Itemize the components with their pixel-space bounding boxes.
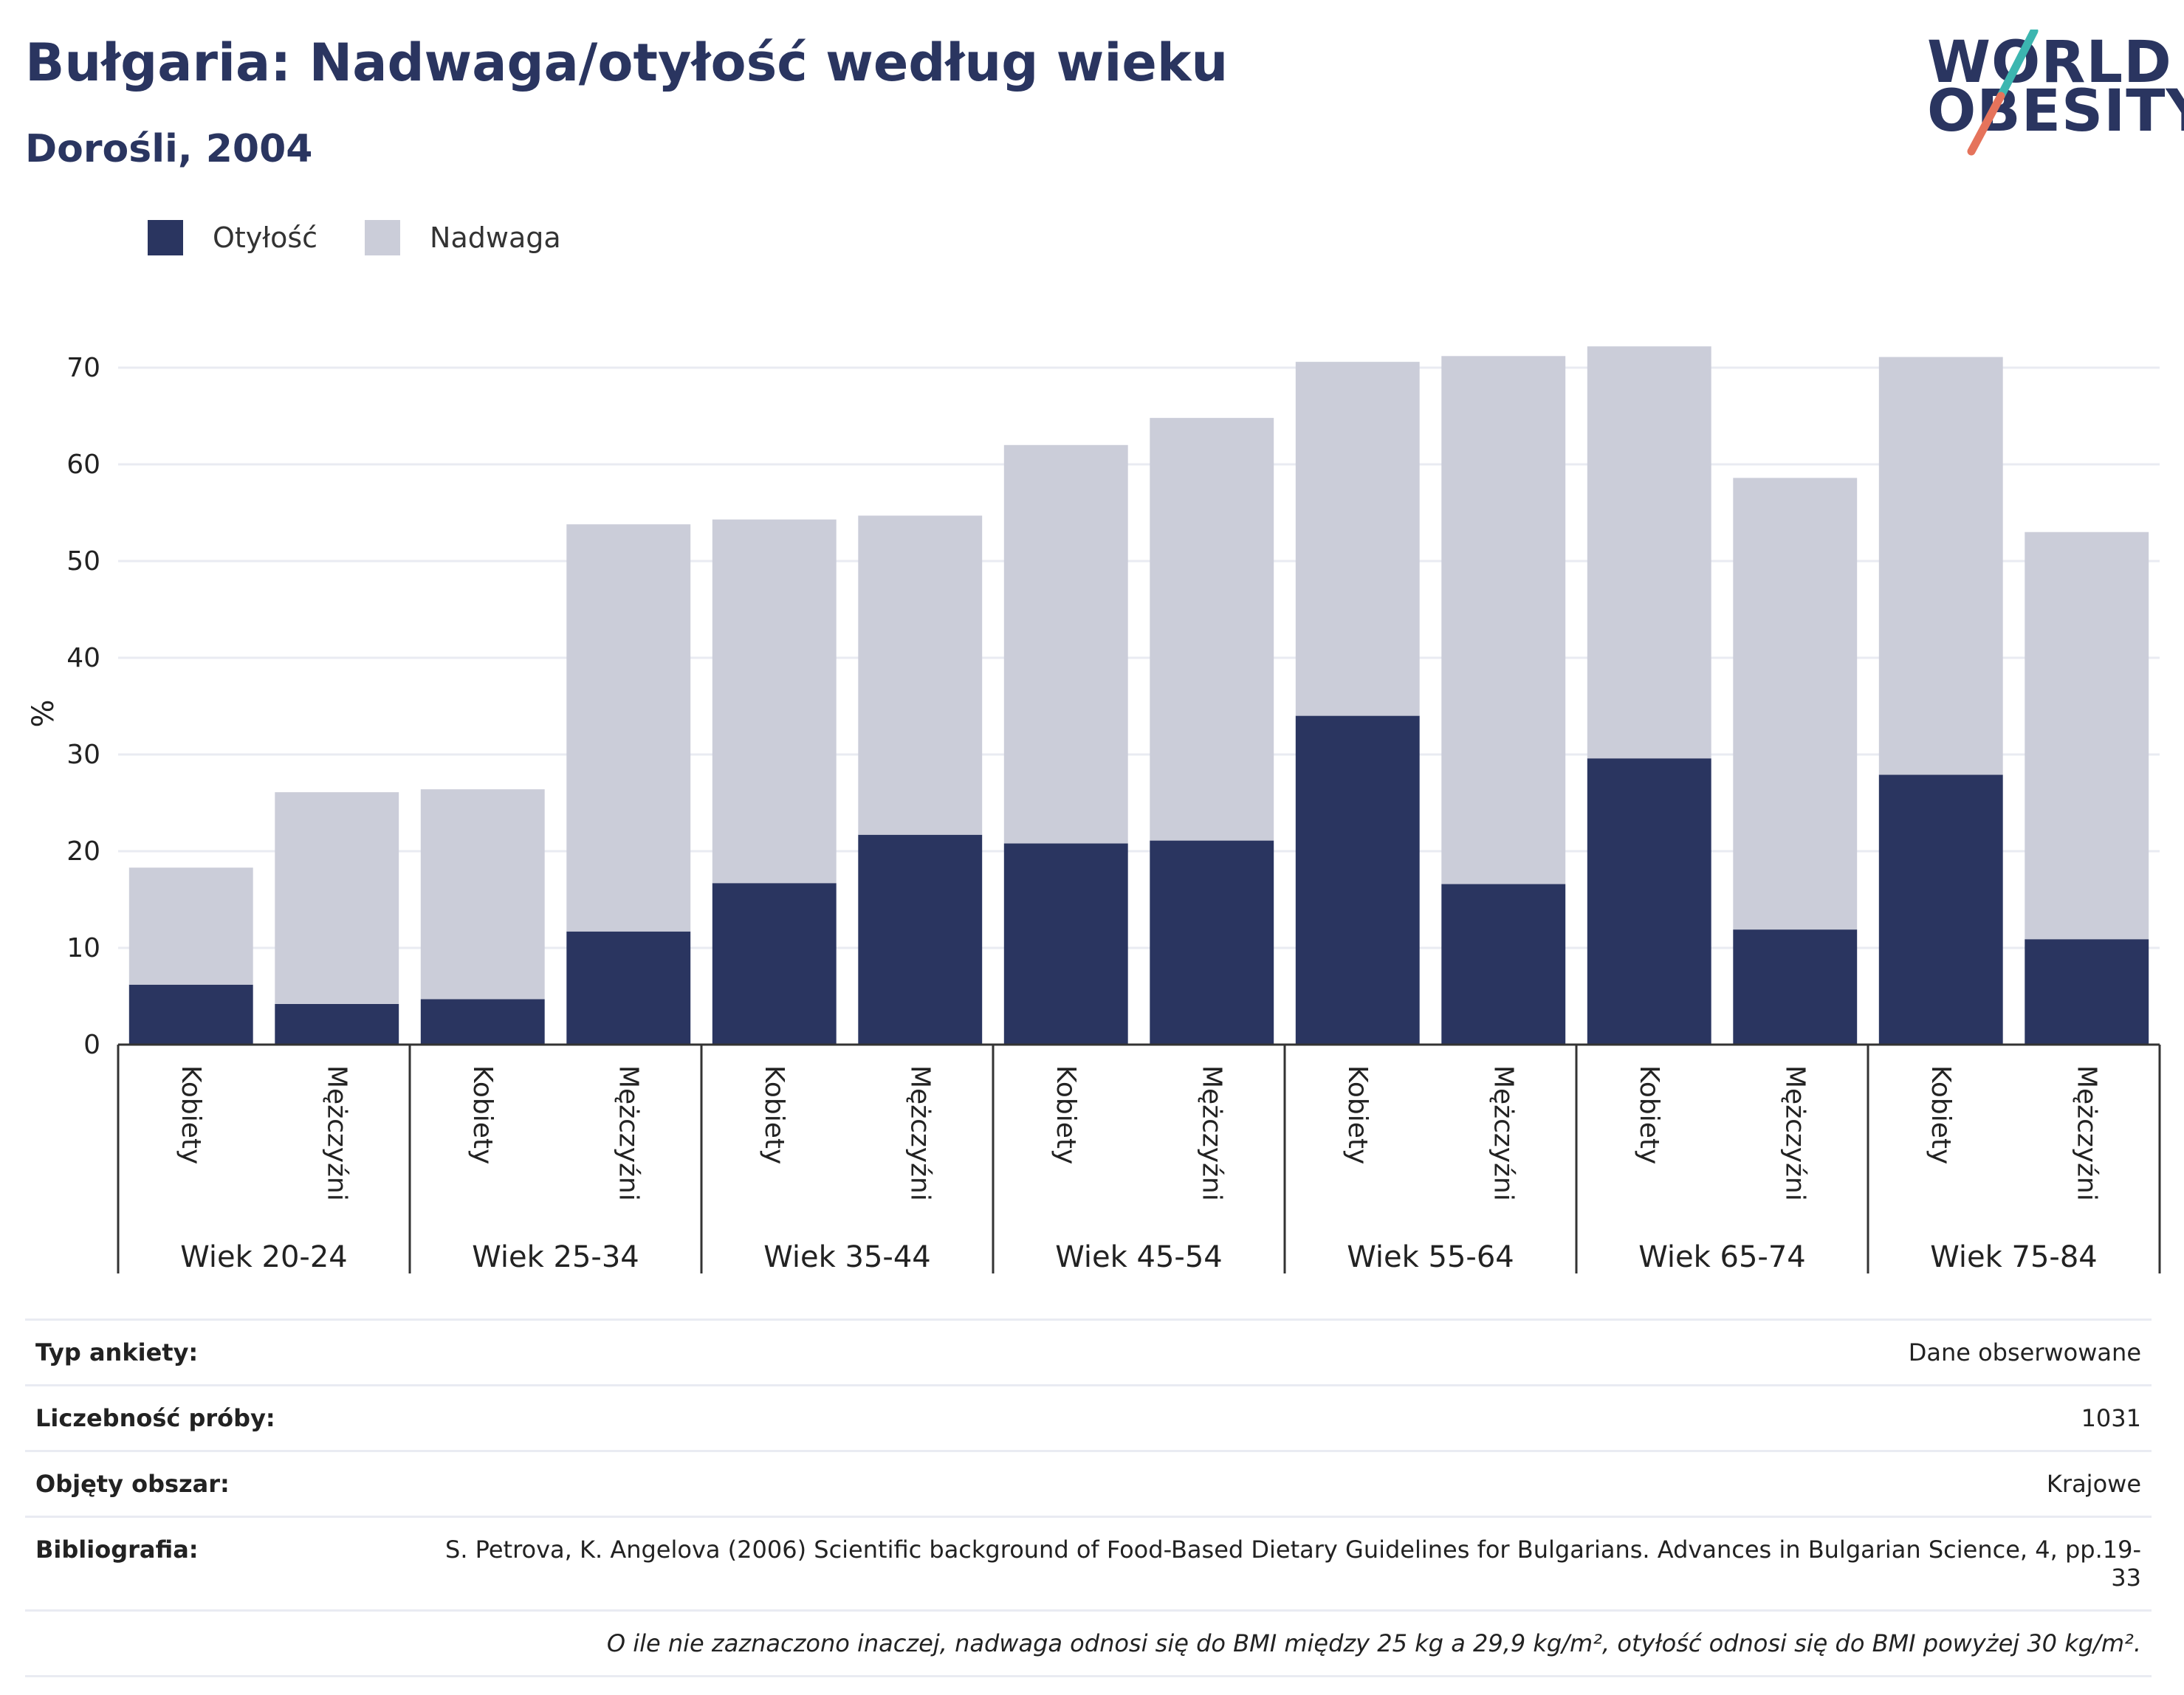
bar-obesity <box>420 999 545 1045</box>
bar-overweight <box>1003 444 1128 844</box>
bar-obesity <box>1587 758 1711 1045</box>
y-tick-label: 40 <box>66 643 100 673</box>
legend-label-overweight: Nadwaga <box>430 221 561 254</box>
logo-slash-teal <box>1996 30 2039 100</box>
bar-overweight <box>1295 362 1420 716</box>
info-row-sample-size: Liczebność próby: 1031 <box>25 1384 2152 1450</box>
bar-overweight <box>712 519 837 884</box>
bar-obesity <box>566 931 691 1045</box>
bar-obesity <box>1150 840 1274 1045</box>
logo-word-world: WORLD <box>1927 30 2172 96</box>
legend-swatch-obesity <box>148 220 183 255</box>
x-subcategory-label: Kobiety <box>759 1065 789 1164</box>
info-table: Typ ankiety: Dane obserwowane Liczebność… <box>25 1318 2152 1677</box>
info-label: Objęty obszar: <box>35 1470 230 1498</box>
info-row-area-covered: Objęty obszar: Krajowe <box>25 1450 2152 1516</box>
x-group-label: Wiek 20-24 <box>180 1240 348 1274</box>
bar-overweight <box>420 789 545 1000</box>
bar-obesity <box>1878 774 2003 1045</box>
legend-item-obesity[interactable]: Otyłość <box>148 220 317 255</box>
y-tick-label: 70 <box>66 353 100 383</box>
y-tick-label: 60 <box>66 450 100 480</box>
info-value: S. Petrova, K. Angelova (2006) Scientifi… <box>445 1536 2141 1592</box>
logo-word-obesity: OBESITY <box>1927 78 2184 145</box>
chart-title: Bułgaria: Nadwaga/otyłość według wieku <box>25 32 1229 93</box>
y-tick-label: 10 <box>66 933 100 963</box>
bar-obesity <box>1295 715 1420 1045</box>
x-subcategory-label: Mężczyźni <box>1196 1065 1226 1201</box>
x-subcategory-label: Kobiety <box>1342 1065 1373 1164</box>
x-group-label: Wiek 65-74 <box>1638 1240 1806 1274</box>
bar-overweight <box>1878 357 2003 775</box>
x-subcategory-label: Mężczyźni <box>1488 1065 1518 1201</box>
bar-overweight <box>1441 356 1566 884</box>
x-subcategory-label: Mężczyźni <box>613 1065 643 1201</box>
chart-legend: Otyłość Nadwaga <box>148 220 608 255</box>
x-subcategory-label: Mężczyźni <box>2071 1065 2101 1201</box>
x-subcategory-label: Mężczyźni <box>904 1065 935 1201</box>
y-tick-label: 30 <box>66 740 100 770</box>
x-subcategory-label: Kobiety <box>176 1065 206 1164</box>
bar-obesity <box>1441 884 1566 1045</box>
definition-note: O ile nie zaznaczono inaczej, nadwaga od… <box>25 1609 2152 1677</box>
info-value: 1031 <box>2081 1404 2141 1432</box>
logo-slash-coral <box>1967 92 2005 156</box>
info-row-survey-type: Typ ankiety: Dane obserwowane <box>25 1318 2152 1384</box>
legend-item-overweight[interactable]: Nadwaga <box>365 220 561 255</box>
bar-overweight <box>275 792 399 1004</box>
stacked-bar-chart: 0 10 20 30 40 50 60 70% Kobiety Mężczyźni Kobiety M… <box>27 346 2161 1274</box>
bar-overweight <box>566 524 691 932</box>
bar-obesity <box>858 834 983 1045</box>
y-tick-label: 50 <box>66 546 100 577</box>
bar-overweight <box>1150 418 1274 841</box>
y-tick-label: 20 <box>66 836 100 867</box>
info-row-bibliography: Bibliografia: S. Petrova, K. Angelova (2… <box>25 1516 2152 1609</box>
y-axis-label: % <box>27 699 61 727</box>
y-tick-label: 0 <box>83 1030 100 1060</box>
x-group-label: Wiek 35-44 <box>763 1240 931 1274</box>
x-subcategory-label: Kobiety <box>1926 1065 1956 1164</box>
info-value: Krajowe <box>2046 1470 2141 1498</box>
legend-swatch-overweight <box>365 220 401 255</box>
info-label: Typ ankiety: <box>35 1338 199 1366</box>
info-label: Bibliografia: <box>35 1536 199 1564</box>
bar-overweight <box>858 515 983 835</box>
x-group-label: Wiek 25-34 <box>472 1240 639 1274</box>
x-subcategory-label: Kobiety <box>1634 1065 1664 1164</box>
x-group-label: Wiek 45-54 <box>1055 1240 1223 1274</box>
x-subcategory-label: Kobiety <box>1051 1065 1081 1164</box>
info-label: Liczebność próby: <box>35 1404 275 1432</box>
x-subcategory-label: Kobiety <box>467 1065 498 1164</box>
bar-obesity <box>128 984 253 1045</box>
info-value: Dane obserwowane <box>1908 1338 2141 1366</box>
logo-slash-icon <box>1967 30 2039 156</box>
bar-overweight <box>1587 346 1711 759</box>
chart-subtitle: Dorośli, 2004 <box>25 127 313 171</box>
bar-obesity <box>1733 929 1858 1045</box>
x-group-label: Wiek 55-64 <box>1347 1240 1514 1274</box>
bar-overweight <box>128 867 253 985</box>
bar-obesity <box>712 883 837 1045</box>
world-obesity-logo: WORLD OBESITY <box>1927 30 2184 162</box>
bar-obesity <box>2025 939 2149 1045</box>
x-group-label: Wiek 75-84 <box>1930 1240 2098 1274</box>
bar-obesity <box>275 1003 399 1045</box>
legend-label-obesity: Otyłość <box>213 221 318 254</box>
bar-overweight <box>2025 532 2149 940</box>
x-subcategory-label: Mężczyźni <box>1779 1065 1810 1201</box>
bar-obesity <box>1003 843 1128 1045</box>
bar-overweight <box>1733 478 1858 930</box>
x-subcategory-label: Mężczyźni <box>321 1065 351 1201</box>
